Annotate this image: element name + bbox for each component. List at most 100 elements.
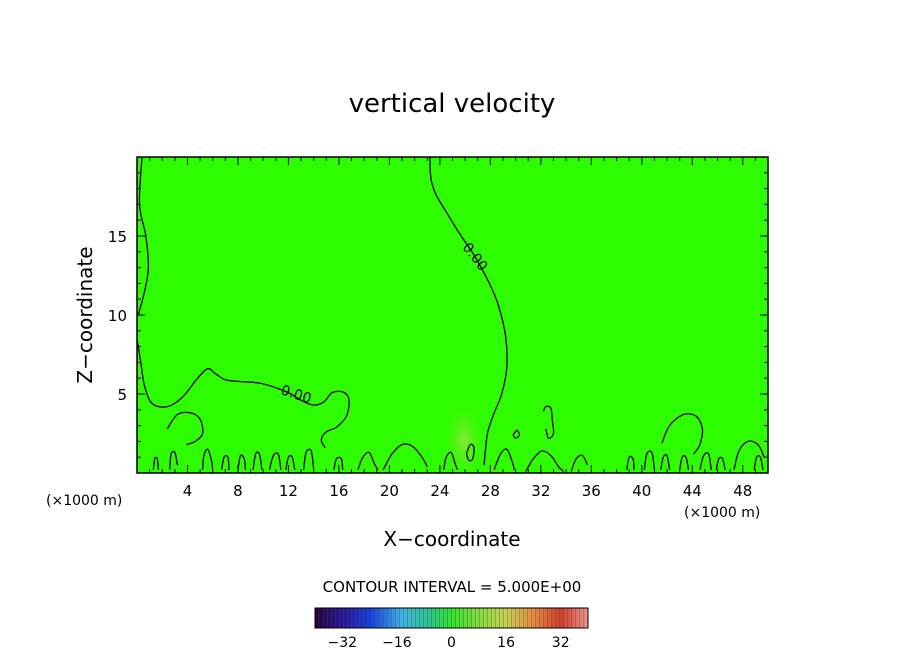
colorbar-tick-label: 16 [497, 635, 515, 651]
colorbar-cell [407, 607, 412, 629]
contour-line [357, 451, 379, 471]
contour-line [525, 450, 565, 472]
colorbar-cell [483, 607, 488, 629]
contour-interval-label: CONTOUR INTERVAL = 5.000E+00 [323, 578, 582, 596]
contour-line [252, 451, 263, 470]
contour-line [220, 454, 230, 470]
x-unit-right: (×1000 m) [684, 505, 760, 521]
x-tick-label: 12 [279, 482, 298, 500]
x-tick-label: 24 [430, 482, 449, 500]
colorbar-cell [354, 607, 360, 629]
colorbar-cell [367, 607, 372, 629]
contour-line [753, 454, 764, 470]
colorbar-cell [479, 607, 484, 629]
contour-line [715, 456, 726, 470]
contour-line [643, 450, 656, 470]
colorbar-cell [439, 607, 444, 629]
contour-line [512, 429, 521, 439]
colorbar-cell [379, 607, 384, 629]
chart-title: vertical velocity [349, 89, 556, 119]
colorbar: −32 −16 0 16 32 [314, 607, 589, 651]
contour-line [237, 454, 247, 470]
contour-line [733, 440, 765, 470]
colorbar-tick-label: −16 [382, 635, 412, 651]
colorbar-cell [455, 607, 460, 629]
contour-lines [137, 157, 765, 472]
colorbar-cell [359, 607, 364, 629]
y-tick-label: 15 [108, 228, 127, 246]
contour-line [443, 451, 459, 471]
colorbar-cell [443, 607, 448, 629]
contour-line [169, 450, 179, 470]
colorbar-cell [551, 607, 557, 629]
colorbar-cell [342, 607, 348, 629]
colorbar-cell [435, 607, 440, 629]
contour-line [493, 448, 515, 471]
colorbar-cell [499, 607, 504, 629]
contour-line [465, 443, 475, 462]
colorbar-cell [539, 607, 544, 629]
colorbar-cell [495, 607, 500, 629]
contour-line [333, 456, 344, 470]
contour-line [201, 448, 214, 470]
contour-line [661, 413, 704, 455]
x-axis-title: X−coordinate [383, 527, 520, 551]
colorbar-cell [322, 607, 328, 629]
colorbar-cell [491, 607, 496, 629]
colorbar-cell [375, 607, 380, 629]
colorbar-cell [519, 607, 524, 629]
y-tick-label: 5 [117, 386, 127, 404]
colorbar-cell [543, 607, 549, 629]
colorbar-cell [330, 607, 336, 629]
colorbar-cell [547, 607, 553, 629]
colorbar-cell [471, 607, 476, 629]
contour-line [166, 411, 204, 446]
x-tick-label: 48 [733, 482, 752, 500]
x-unit-left: (×1000 m) [46, 493, 122, 509]
colorbar-cell [411, 607, 416, 629]
colorbar-cell [523, 607, 528, 629]
x-axis-ticks: 4 8 12 16 20 24 28 32 36 40 44 48 [149, 157, 756, 500]
contour-line [137, 157, 150, 316]
colorbar-cell [318, 607, 324, 629]
colorbar-cell [419, 607, 424, 629]
colorbar-cell [475, 607, 480, 629]
colorbar-cell [579, 607, 585, 629]
colorbar-cell [559, 607, 565, 629]
colorbar-cell [363, 607, 368, 629]
x-tick-label: 32 [531, 482, 550, 500]
colorbar-cell [403, 607, 408, 629]
colorbar-cell [314, 607, 320, 629]
x-tick-label: 28 [481, 482, 500, 500]
colorbar-cell [395, 607, 400, 629]
colorbar-cell [459, 607, 464, 629]
contour-line [302, 448, 315, 470]
colorbar-cell [531, 607, 536, 629]
contour-line [660, 453, 671, 470]
x-tick-label: 40 [632, 482, 651, 500]
colorbar-cell [391, 607, 396, 629]
colorbar-tick-label: 0 [447, 635, 456, 651]
colorbar-cell [447, 607, 452, 629]
colorbar-cell [371, 607, 376, 629]
contour-line [699, 452, 712, 470]
colorbar-tick-label: −32 [328, 635, 358, 651]
colorbar-cell [427, 607, 432, 629]
colorbar-cell [334, 607, 340, 629]
colorbar-cell [467, 607, 472, 629]
colorbar-cell [571, 607, 577, 629]
colorbar-cell [527, 607, 532, 629]
colorbar-cell [338, 607, 344, 629]
y-axis-title: Z−coordinate [73, 246, 97, 383]
colorbar-cell [575, 607, 581, 629]
colorbar-cell [326, 607, 332, 629]
colorbar-cell [383, 607, 388, 629]
x-tick-label: 4 [183, 482, 193, 500]
colorbar-cell [503, 607, 508, 629]
colorbar-cell [399, 607, 404, 629]
colorbar-cell [487, 607, 492, 629]
contour-line [626, 455, 635, 470]
contour-line [152, 456, 160, 470]
